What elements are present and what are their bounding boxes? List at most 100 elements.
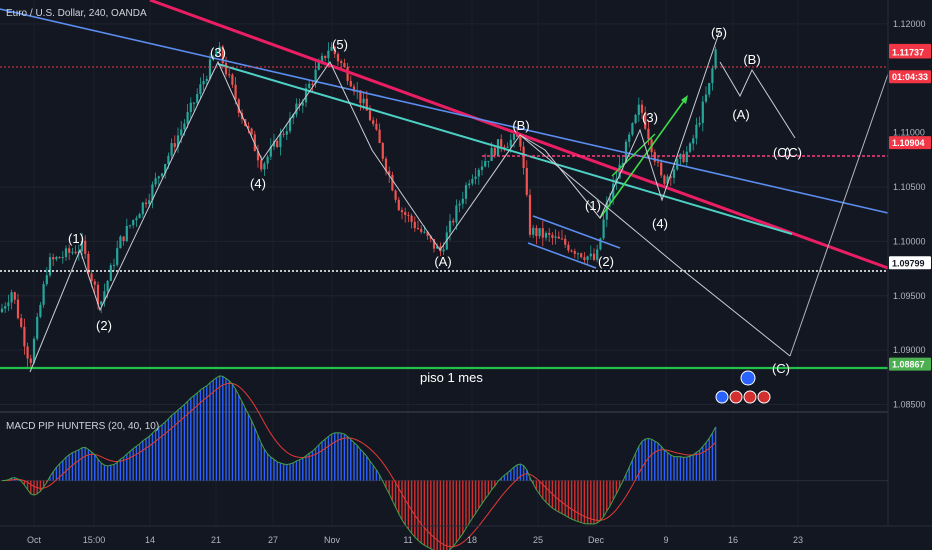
candle-body: [458, 203, 461, 206]
time-axis[interactable]: Oct 15:00 14 21 27 Nov 11 18 25 Dec 9 16 23: [0, 525, 932, 545]
symbol-title[interactable]: Euro / U.S. Dollar, 240, OANDA: [6, 8, 147, 19]
wave-label: (1): [68, 231, 84, 246]
candle-body: [247, 125, 250, 129]
candle-body: [218, 46, 221, 52]
candle-body: [109, 265, 112, 281]
candle-body: [327, 50, 330, 59]
event-icons[interactable]: [715, 370, 771, 404]
candle-body: [509, 139, 512, 147]
candle-body: [381, 143, 384, 159]
candle-body: [698, 122, 701, 125]
channel-lower: [527, 242, 597, 269]
wave-label: (2): [96, 318, 112, 333]
event-icon-b[interactable]: [729, 390, 743, 404]
candle-body: [298, 103, 301, 106]
price-tag: [889, 256, 931, 270]
candle-body: [656, 161, 660, 163]
candle-body: [333, 46, 336, 54]
candle-body: [234, 84, 237, 100]
candle-body: [144, 202, 148, 205]
candle-body: [224, 63, 228, 75]
candle-body: [551, 234, 554, 238]
event-icon-c[interactable]: [743, 390, 757, 404]
event-icon-main[interactable]: [740, 370, 756, 386]
price-tag: [889, 136, 931, 150]
price-tag-label: 01:04:33: [892, 72, 928, 82]
candle-body: [61, 257, 64, 259]
candle-body: [160, 173, 164, 177]
wave-path-impulse-1: [29, 29, 721, 373]
candle-body: [282, 133, 285, 135]
wave-path-projection-1: [719, 61, 796, 139]
candle-body: [448, 220, 452, 233]
cyan-trendline[interactable]: [217, 63, 793, 235]
candle-body: [266, 156, 269, 164]
macd-signal-line: [1, 382, 716, 548]
candle-body: [23, 326, 26, 347]
candle-body: [708, 83, 711, 95]
event-icon-d[interactable]: [757, 390, 771, 404]
macd-title: MACD PIP HUNTERS (20, 40, 10): [6, 421, 159, 432]
candle-body: [26, 346, 29, 359]
candle-body: [400, 210, 404, 213]
candle-body: [192, 102, 196, 104]
wave-label: (4): [652, 216, 668, 231]
candle-body: [263, 163, 266, 170]
time-tick-label: 18: [467, 535, 477, 545]
price-axis[interactable]: 1.12000 1.10500 1.10000 1.09500 1.09000 1.085…: [887, 0, 932, 526]
red-trendline[interactable]: [149, 0, 889, 270]
candle-body: [640, 104, 644, 113]
candle-body: [666, 176, 669, 184]
candle-body: [10, 292, 13, 303]
candle-body: [378, 129, 381, 144]
candle-body: [663, 175, 666, 184]
candle-body: [576, 253, 580, 255]
event-icon-a[interactable]: [715, 390, 729, 404]
candle-body: [672, 169, 676, 178]
candle-body: [112, 264, 116, 266]
wave-labels: (1) (2) (3) (4) (5) (A) (B) (C) (1) (2) (3) (4) (5) (…: [68, 25, 802, 376]
price-tick-label: 1.10000: [893, 236, 926, 246]
candle-body: [93, 281, 96, 285]
time-tick-label: Dec: [588, 535, 605, 545]
time-tick-label: Oct: [27, 535, 42, 545]
candle-body: [564, 238, 567, 245]
price-tag-label: 1.10904: [892, 138, 925, 148]
candle-body: [586, 256, 589, 260]
candle-body: [599, 238, 602, 250]
candle-body: [660, 162, 663, 176]
candle-body: [388, 171, 391, 175]
candle-body: [375, 123, 378, 130]
candle-body: [324, 55, 327, 59]
wave-label: (5): [711, 25, 727, 40]
candle-body: [301, 102, 304, 106]
candle-body: [644, 112, 647, 129]
blue-trendline[interactable]: [0, 8, 889, 214]
candle-body: [416, 228, 420, 230]
candle-body: [317, 62, 320, 70]
candle-body: [276, 140, 279, 148]
wave-label: (1): [585, 198, 601, 213]
candle-body: [260, 160, 263, 170]
candle-body: [544, 232, 548, 238]
candle-body: [711, 68, 714, 84]
impulse-arrow: [599, 97, 687, 219]
grid: [0, 23, 888, 406]
candle-body: [237, 99, 240, 113]
candle-body: [205, 78, 208, 82]
candle-body: [340, 61, 343, 64]
candle-body: [29, 358, 32, 363]
candle-body: [570, 250, 573, 252]
candle-body: [103, 291, 106, 302]
time-tick-label: 14: [145, 535, 155, 545]
candle-body: [512, 133, 516, 140]
candle-body: [637, 104, 640, 115]
candle-body: [138, 214, 141, 219]
candle-body: [215, 51, 218, 57]
price-tag: [889, 70, 931, 84]
candle-body: [653, 152, 656, 162]
candle-body: [685, 151, 688, 163]
candle-body: [87, 253, 90, 274]
candle-body: [4, 306, 7, 309]
